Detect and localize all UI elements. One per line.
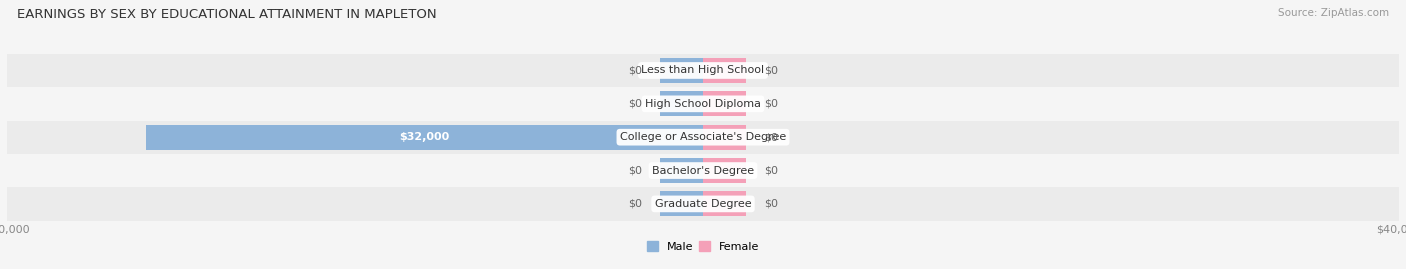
Bar xyxy=(659,91,703,116)
Text: $0: $0 xyxy=(763,65,778,76)
Bar xyxy=(703,91,747,116)
Text: $0: $0 xyxy=(763,199,778,209)
Text: Graduate Degree: Graduate Degree xyxy=(655,199,751,209)
Legend: Male, Female: Male, Female xyxy=(647,241,759,252)
Bar xyxy=(7,54,1399,87)
Bar xyxy=(703,192,747,217)
Text: Less than High School: Less than High School xyxy=(641,65,765,76)
Text: $0: $0 xyxy=(628,65,643,76)
Text: EARNINGS BY SEX BY EDUCATIONAL ATTAINMENT IN MAPLETON: EARNINGS BY SEX BY EDUCATIONAL ATTAINMEN… xyxy=(17,8,436,21)
Bar xyxy=(659,192,703,217)
Text: College or Associate's Degree: College or Associate's Degree xyxy=(620,132,786,142)
Text: $0: $0 xyxy=(628,199,643,209)
Bar xyxy=(703,125,747,150)
Bar xyxy=(7,87,1399,121)
Bar xyxy=(703,158,747,183)
Text: $32,000: $32,000 xyxy=(399,132,450,142)
Text: $0: $0 xyxy=(628,165,643,176)
Bar xyxy=(7,154,1399,187)
Bar xyxy=(659,158,703,183)
Text: $0: $0 xyxy=(628,99,643,109)
Bar xyxy=(659,58,703,83)
Text: $0: $0 xyxy=(763,99,778,109)
Bar xyxy=(703,58,747,83)
Text: Bachelor's Degree: Bachelor's Degree xyxy=(652,165,754,176)
Text: High School Diploma: High School Diploma xyxy=(645,99,761,109)
Text: $0: $0 xyxy=(763,165,778,176)
Bar xyxy=(7,187,1399,221)
Text: Source: ZipAtlas.com: Source: ZipAtlas.com xyxy=(1278,8,1389,18)
Bar xyxy=(146,125,703,150)
Bar xyxy=(7,121,1399,154)
Text: $0: $0 xyxy=(763,132,778,142)
